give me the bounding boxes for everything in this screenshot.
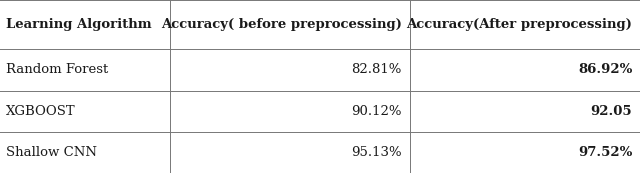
Text: Learning Algorithm: Learning Algorithm: [6, 18, 152, 31]
Text: 97.52%: 97.52%: [578, 146, 632, 159]
Text: 90.12%: 90.12%: [351, 105, 402, 118]
Text: Shallow CNN: Shallow CNN: [6, 146, 97, 159]
Text: Accuracy( before preprocessing): Accuracy( before preprocessing): [161, 18, 402, 31]
Text: XGBOOST: XGBOOST: [6, 105, 76, 118]
Text: 86.92%: 86.92%: [578, 63, 632, 76]
Text: Random Forest: Random Forest: [6, 63, 109, 76]
Text: 95.13%: 95.13%: [351, 146, 402, 159]
Text: 82.81%: 82.81%: [351, 63, 402, 76]
Text: 92.05: 92.05: [591, 105, 632, 118]
Text: Accuracy(After preprocessing): Accuracy(After preprocessing): [406, 18, 632, 31]
